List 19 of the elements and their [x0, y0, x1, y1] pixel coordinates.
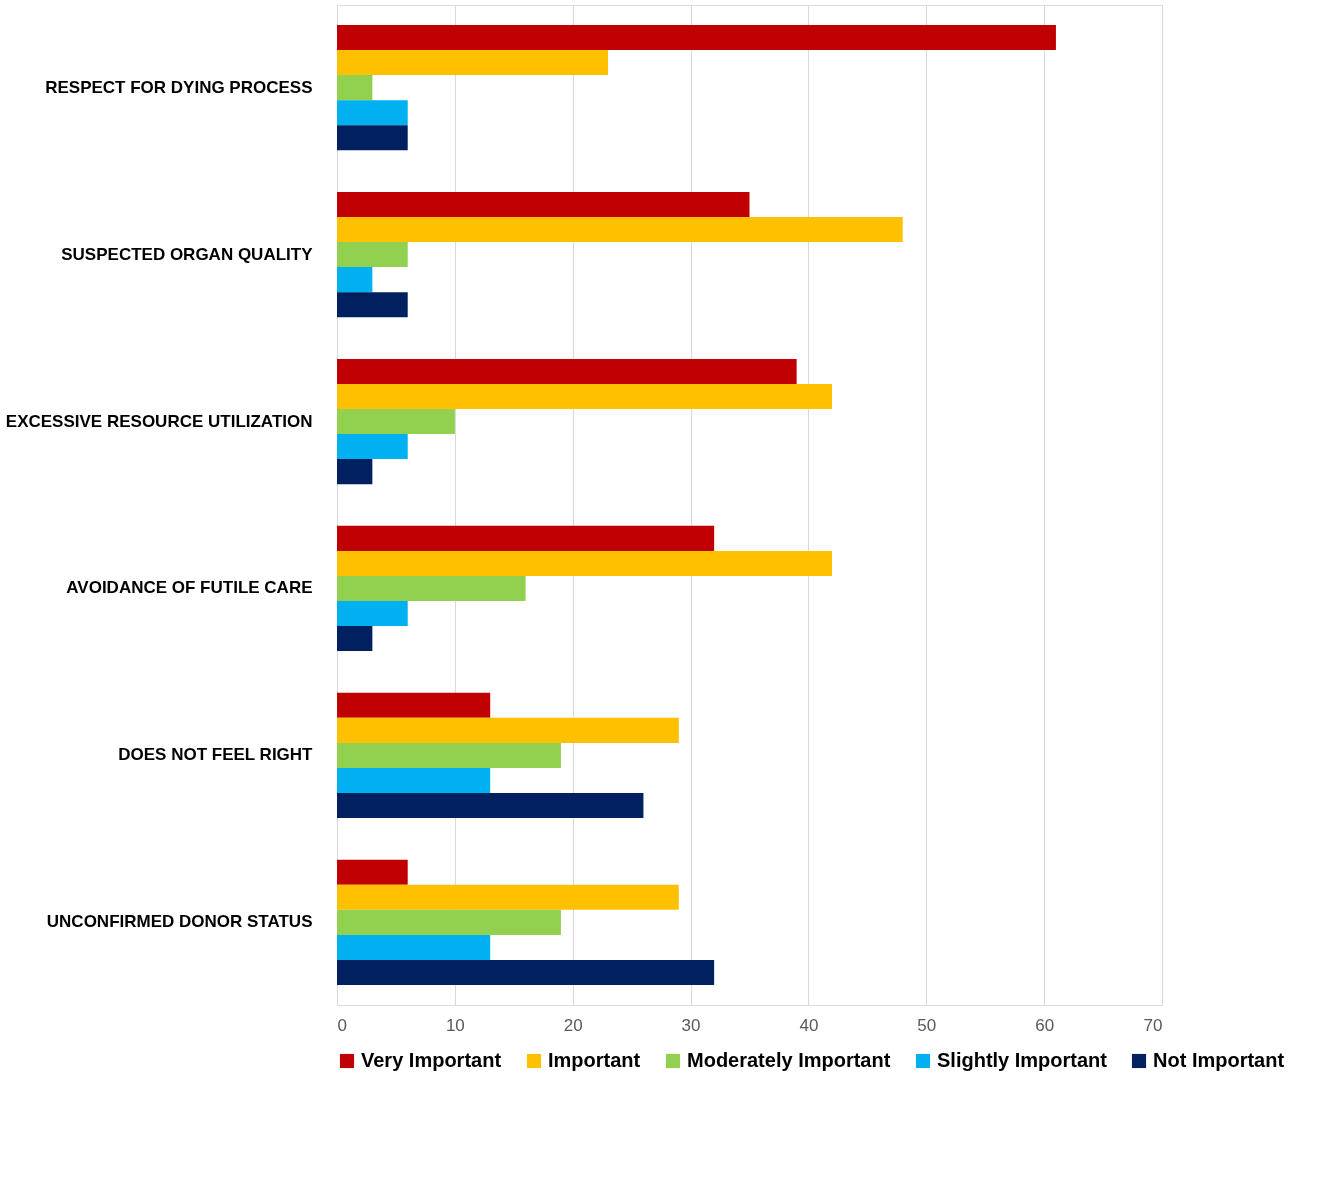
legend-label: Slightly Important — [937, 1049, 1108, 1071]
y-tick-label: SUSPECTED ORGAN QUALITY — [61, 244, 314, 264]
x-tick-label: 60 — [1035, 1015, 1055, 1035]
x-tick-label: 70 — [1143, 1015, 1163, 1035]
y-tick-label: EXCESSIVE RESOURCE UTILIZATION — [5, 411, 313, 431]
legend-label: Moderately Important — [687, 1049, 891, 1071]
x-tick-label: 50 — [917, 1015, 937, 1035]
legend-label: Important — [548, 1049, 641, 1071]
x-tick-label: 0 — [337, 1015, 347, 1035]
legend-label: Very Important — [361, 1049, 502, 1071]
x-tick-label: 10 — [445, 1015, 465, 1035]
x-tick-label: 20 — [563, 1015, 583, 1035]
x-tick-label: 40 — [799, 1015, 819, 1035]
y-tick-label: AVOIDANCE OF FUTILE CARE — [66, 578, 313, 598]
legend-label: Not Important — [1153, 1049, 1285, 1071]
y-tick-label: UNCONFIRMED DONOR STATUS — [46, 912, 313, 932]
x-tick-label: 30 — [681, 1015, 701, 1035]
y-tick-label: DOES NOT FEEL RIGHT — [118, 745, 314, 765]
y-tick-label: RESPECT FOR DYING PROCESS — [45, 77, 313, 97]
